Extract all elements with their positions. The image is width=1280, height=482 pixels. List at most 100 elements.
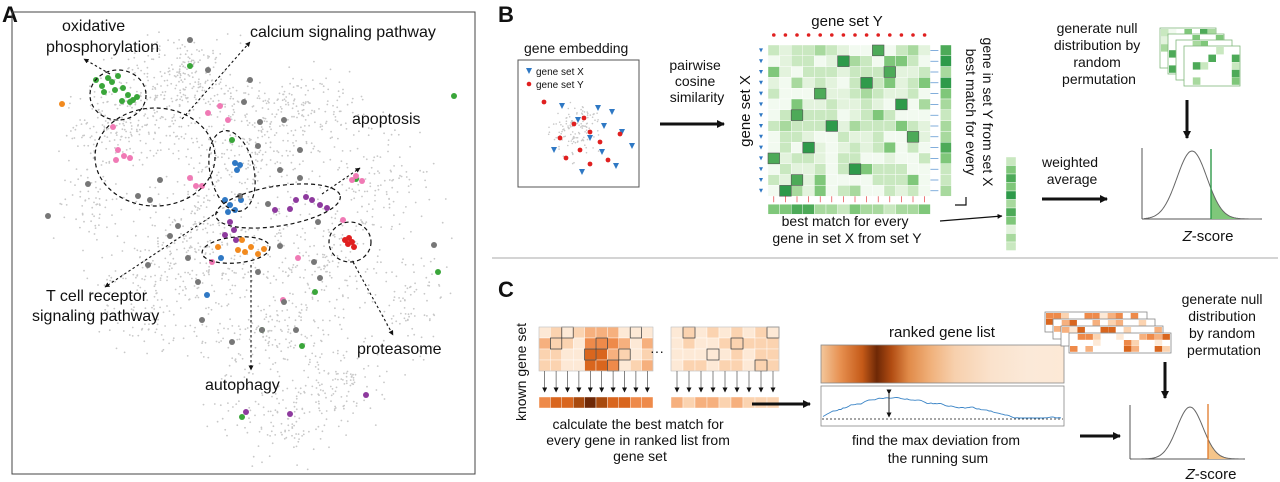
background-point: [300, 316, 302, 318]
background-point: [177, 273, 180, 276]
background-point: [293, 144, 295, 147]
background-point: [379, 184, 382, 187]
background-point: [158, 49, 161, 52]
ranked-matrix-cell: [538, 348, 551, 361]
mini-background-point: [597, 119, 599, 121]
matrix-cell: [767, 131, 780, 143]
background-point: [163, 97, 166, 100]
background-point: [190, 236, 193, 239]
background-point: [132, 282, 135, 284]
grey-point: [237, 193, 243, 199]
background-point: [244, 368, 246, 371]
background-point: [305, 142, 308, 145]
background-point: [172, 193, 175, 195]
background-point: [230, 175, 233, 178]
background-point: [330, 130, 332, 133]
background-point: [238, 338, 241, 341]
background-point: [343, 404, 345, 407]
background-point: [350, 375, 353, 377]
blue-point: [234, 167, 240, 173]
mini-background-point: [596, 112, 598, 114]
background-point: [298, 438, 300, 440]
background-point: [396, 191, 399, 193]
background-point: [123, 128, 126, 131]
ranked-matrix-cell: [561, 326, 574, 339]
background-point: [146, 117, 149, 119]
grey-point: [297, 147, 303, 153]
tcell-label: T cell receptor signaling pathway: [32, 288, 159, 325]
matrix-cell: [860, 152, 873, 165]
gene-x-marker: [759, 113, 763, 118]
background-point: [256, 160, 259, 163]
mini-background-point: [580, 108, 582, 111]
background-point: [121, 250, 124, 252]
background-point: [244, 328, 247, 331]
best-match-cell: [550, 396, 563, 409]
background-point: [233, 103, 236, 106]
background-point: [197, 207, 199, 209]
background-point: [287, 274, 290, 277]
mini-background-point: [574, 133, 576, 135]
background-point: [234, 199, 237, 202]
background-point: [261, 394, 264, 396]
background-point: [221, 142, 224, 145]
background-point: [226, 33, 229, 35]
background-point: [174, 288, 177, 291]
background-point: [297, 112, 300, 115]
background-point: [248, 338, 251, 341]
background-point: [181, 99, 184, 102]
background-point: [195, 274, 198, 276]
background-point: [261, 107, 264, 109]
background-point: [334, 217, 337, 220]
background-point: [247, 151, 249, 154]
background-point: [109, 279, 112, 282]
matrix-cell: [814, 77, 827, 89]
background-point: [265, 335, 268, 337]
background-point: [339, 323, 341, 326]
background-point: [311, 109, 313, 112]
background-point: [402, 237, 405, 240]
background-point: [393, 214, 395, 217]
background-point: [296, 464, 298, 466]
grey-point: [315, 219, 321, 225]
background-point: [274, 409, 277, 412]
background-point: [262, 273, 265, 276]
background-point: [356, 357, 359, 360]
background-point: [405, 206, 407, 208]
background-point: [207, 270, 210, 272]
background-point: [246, 141, 249, 144]
background-point: [179, 285, 181, 288]
matrix-cell: [907, 77, 920, 89]
background-point: [124, 136, 127, 139]
background-point: [347, 390, 350, 393]
matrix-cell: [918, 163, 931, 175]
background-point: [345, 350, 348, 353]
background-point: [334, 213, 337, 215]
best-match-cell: [790, 174, 804, 186]
background-point: [154, 97, 156, 100]
background-point: [239, 354, 242, 356]
background-point: [308, 178, 310, 180]
matrix-cell: [767, 109, 780, 121]
background-point: [378, 375, 381, 378]
background-point: [179, 74, 182, 77]
background-point: [125, 192, 128, 195]
background-point: [170, 82, 173, 85]
matrix-cell: [837, 44, 850, 57]
background-point: [146, 66, 149, 69]
background-point: [307, 363, 310, 366]
background-point: [138, 159, 141, 161]
background-point: [201, 323, 204, 326]
background-point: [227, 90, 230, 92]
permutation-cell: [1139, 334, 1147, 340]
autophagy-cluster-ellipse: [201, 236, 271, 264]
background-point: [123, 124, 125, 127]
background-point: [74, 184, 76, 187]
panel-a-frame: [11, 11, 476, 475]
background-point: [423, 292, 426, 295]
background-point: [190, 122, 193, 124]
ranked-matrix-cell: [742, 326, 756, 339]
background-point: [117, 144, 119, 146]
ranked-matrix-cell: [584, 337, 597, 350]
background-point: [371, 335, 373, 338]
